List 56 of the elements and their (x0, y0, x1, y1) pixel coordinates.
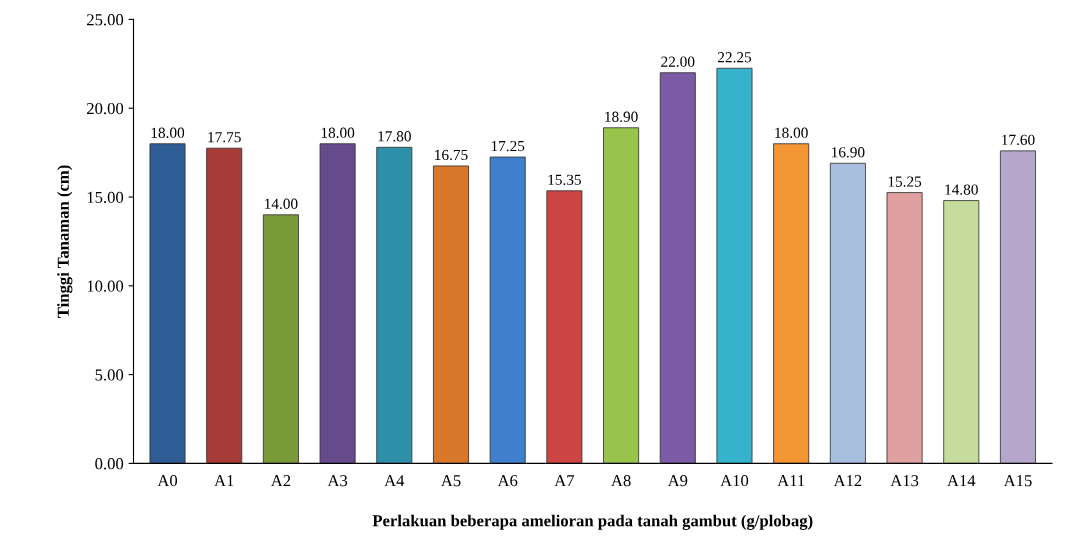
data-label: 18.00 (321, 127, 355, 138)
data-label: 17.75 (208, 132, 241, 143)
x-tick-label: A14 (947, 475, 976, 487)
bar (433, 165, 469, 464)
data-label: 16.90 (832, 147, 865, 158)
x-tick-label: A10 (720, 475, 749, 487)
bar (319, 143, 356, 464)
data-label: 18.90 (605, 111, 638, 122)
bar (262, 214, 299, 464)
data-label: 22.25 (717, 52, 752, 63)
y-tick-label: 25.00 (87, 14, 124, 26)
bar (773, 143, 810, 464)
x-tick-label: A2 (270, 475, 291, 487)
bar (999, 150, 1036, 464)
x-tick-label: A11 (777, 475, 805, 487)
y-tick-label: 5.00 (95, 369, 124, 381)
x-tick-label: A1 (214, 475, 234, 487)
data-label: 14.80 (945, 184, 978, 195)
y-tick-label: 0.00 (95, 458, 124, 470)
x-tick-label: A0 (157, 475, 178, 487)
x-tick-label: A12 (833, 475, 862, 487)
bar (489, 156, 526, 464)
data-label: 14.00 (265, 198, 298, 209)
data-label: 15.35 (548, 174, 581, 185)
x-tick-label: A5 (440, 475, 461, 487)
bar (603, 127, 640, 464)
data-label: 22.00 (661, 56, 695, 67)
y-tick-label: 10.00 (87, 280, 124, 292)
bar (716, 67, 753, 464)
bar (546, 190, 583, 464)
data-label: 15.25 (888, 176, 922, 187)
bar (886, 192, 923, 464)
x-axis-title: Perlakuan beberapa amelioran pada tanah gambut (g/plobag) (372, 514, 813, 530)
x-tick-label: A4 (384, 475, 405, 487)
bar (149, 143, 186, 464)
x-tick-label: A13 (890, 475, 919, 487)
data-label: 18.00 (775, 127, 808, 138)
data-label: 18.00 (151, 127, 185, 138)
data-label: 17.60 (1002, 134, 1035, 146)
y-tick-label: 20.00 (87, 102, 124, 115)
x-tick-label: A3 (327, 475, 348, 487)
data-label: 17.25 (491, 140, 525, 152)
x-tick-label: A8 (611, 475, 631, 487)
x-tick-label: A15 (1003, 475, 1032, 487)
x-tick-label: A6 (497, 475, 518, 487)
bar (829, 162, 866, 464)
bar (206, 147, 243, 464)
y-tick-label: 15.00 (87, 191, 124, 204)
x-tick-label: A7 (554, 475, 575, 487)
data-label: 16.75 (435, 149, 468, 161)
y-axis-title: Tinggi Tanaman (cm) (57, 165, 73, 318)
x-tick-label: A9 (667, 475, 688, 487)
bar (659, 72, 696, 464)
data-label: 17.80 (378, 131, 411, 142)
bar (376, 146, 413, 464)
bar (943, 200, 980, 464)
